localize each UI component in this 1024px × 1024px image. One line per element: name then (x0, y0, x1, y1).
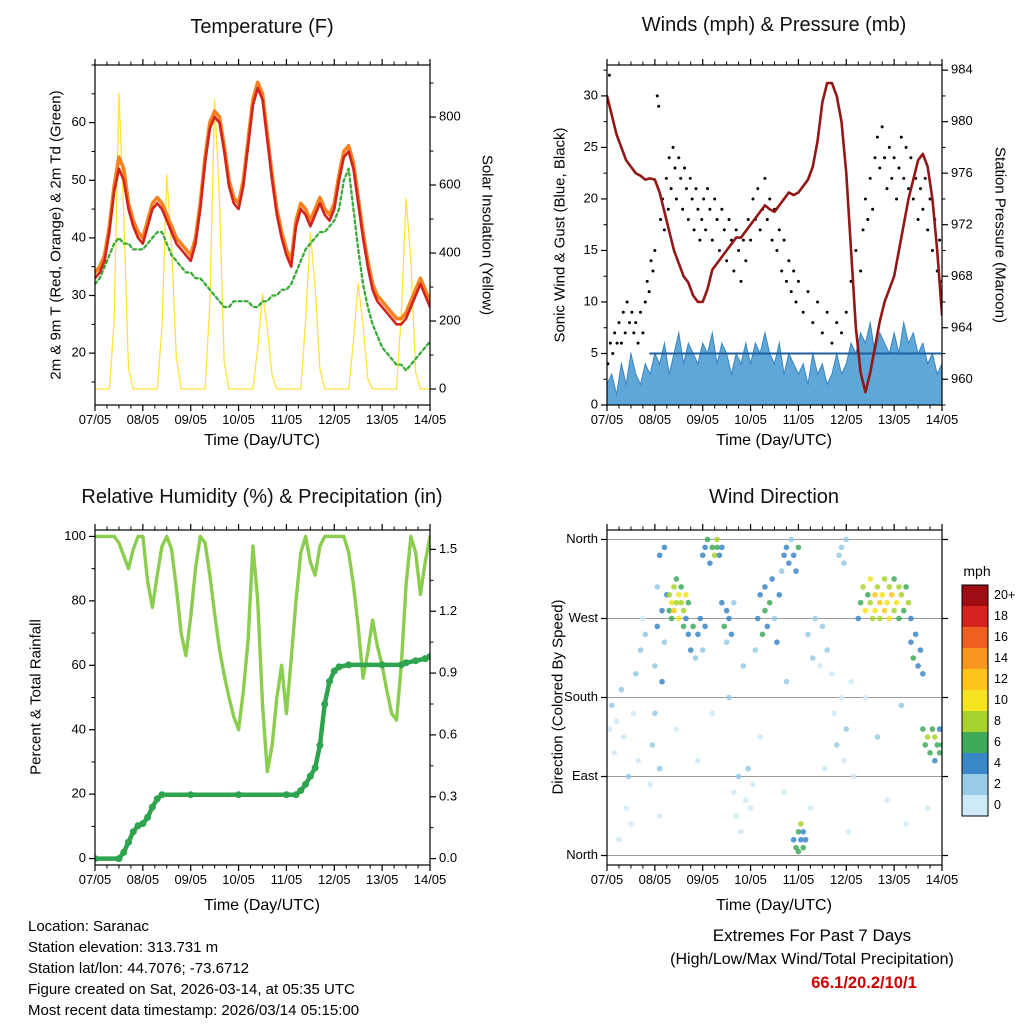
extremes-value: 66.1/20.2/10/1 (811, 974, 917, 992)
temperature-y-axis-label: 2m & 9m T (Red, Orange) & 2m Td (Green) (47, 90, 65, 380)
station-latlon-line: Station lat/lon: 44.7076; -73.6712 (28, 960, 250, 977)
wind-direction-chart-title: Wind Direction (708, 486, 840, 508)
wind-direction-chart-canvas (512, 470, 1024, 925)
temperature-x-axis-label: Time (Day/UTC) (204, 432, 320, 449)
station-pressure-y2-axis-label: Station Pressure (Maroon) (991, 147, 1009, 323)
humidity-x-axis-label: Time (Day/UTC) (204, 897, 320, 914)
solar-insolation-y2-axis-label: Solar Insolation (Yellow) (478, 154, 496, 316)
humidity-precip-chart-title: Relative Humidity (%) & Precipitation (i… (81, 486, 443, 508)
extremes-block: Extremes For Past 7 Days (High/Low/Max W… (600, 926, 1024, 993)
extremes-subtitle: (High/Low/Max Wind/Total Precipitation) (670, 951, 954, 968)
direction-y-axis-label: Direction (Colored By Speed) (549, 599, 567, 795)
direction-x-axis-label: Time (Day/UTC) (716, 897, 832, 914)
winds-pressure-chart-canvas (512, 0, 1024, 470)
colorbar-units-label: mph (963, 563, 991, 579)
recent-timestamp-line: Most recent data timestamp: 2026/03/14 0… (28, 1002, 360, 1019)
station-elevation-line: Station elevation: 313.731 m (28, 939, 219, 956)
extremes-title: Extremes For Past 7 Days (712, 926, 912, 945)
wind-gust-y-axis-label: Sonic Wind & Gust (Blue, Black) (551, 127, 569, 343)
station-location-line: Location: Saranac (28, 918, 149, 935)
winds-x-axis-label: Time (Day/UTC) (716, 432, 832, 449)
figure-created-line: Figure created on Sat, 2026-03-14, at 05… (28, 981, 355, 998)
station-info-block: Location: Saranac Station elevation: 313… (28, 916, 359, 1021)
humidity-precip-chart-canvas (0, 470, 512, 925)
temperature-chart-canvas (0, 0, 512, 470)
winds-pressure-chart-title: Winds (mph) & Pressure (mb) (641, 14, 907, 36)
temperature-chart-title: Temperature (F) (190, 16, 334, 38)
percent-rainfall-y-axis-label: Percent & Total Rainfall (27, 619, 45, 775)
